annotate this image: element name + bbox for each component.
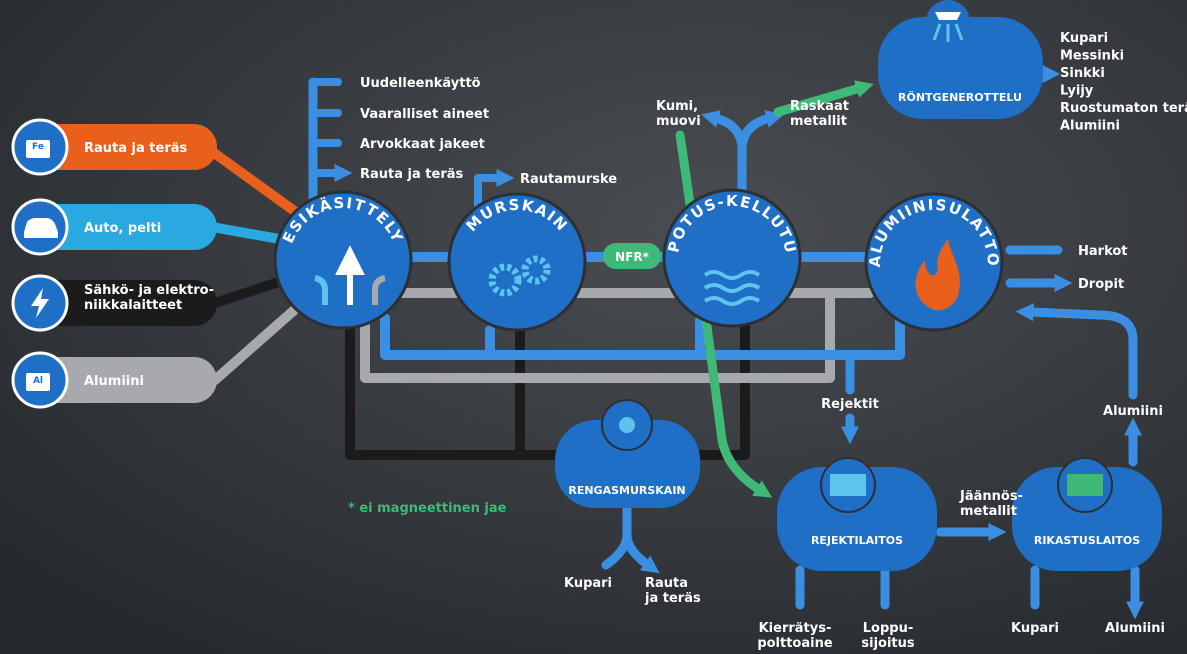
- output-label: Alumiini: [1105, 621, 1165, 636]
- input-label: Sähkö- ja elektro-: [84, 283, 214, 298]
- output-label: Kupari: [1011, 621, 1059, 636]
- output-label: Vaaralliset aineet: [360, 107, 489, 122]
- icon-label: Al: [33, 376, 43, 386]
- output-label: Rauta: [645, 576, 688, 591]
- output-label: Kierrätys-polttoaine: [757, 621, 833, 651]
- output-label: Uudelleenkäyttö: [360, 76, 481, 91]
- edge-label: Kumi,: [656, 99, 698, 114]
- output-label: Kupari: [564, 576, 612, 591]
- output-label: Lyijy: [1060, 84, 1094, 99]
- edge-label: muovi: [656, 114, 701, 129]
- output-label: Messinki: [1060, 49, 1124, 64]
- edge-label: Jäännös-: [959, 489, 1023, 504]
- input-label: Rauta ja teräs: [84, 141, 188, 156]
- output-label: Kupari: [1011, 621, 1059, 636]
- node-label: REJEKTILAITOS: [811, 534, 903, 547]
- node-label: RIKASTUSLAITOS: [1034, 534, 1140, 547]
- edge-label: Rejektit: [821, 397, 879, 412]
- output-label: Harkot: [1078, 244, 1128, 259]
- output-label: Kupari: [1060, 31, 1108, 46]
- edge-label: Alumiini: [1103, 404, 1163, 419]
- input-label: Alumiini: [84, 374, 144, 389]
- diagram: ESIKÄSITTELY MURSKAIN UPOTUS-KELLUTUS AL…: [0, 0, 1187, 654]
- input-label: Alumiini: [84, 374, 144, 389]
- edge-label: Raskaat: [790, 99, 849, 114]
- output-label: Arvokkaat jakeet: [360, 137, 485, 152]
- input-label: Auto, pelti: [84, 221, 161, 236]
- edge-label: metallit: [790, 114, 847, 129]
- output-label: Loppu-: [863, 621, 913, 636]
- output-label: Ruostumaton teräs: [1060, 101, 1187, 116]
- output-label: sijoitus: [861, 636, 915, 651]
- input-label: Rauta ja teräs: [84, 141, 188, 156]
- node-label: RENGASMURSKAIN: [568, 484, 685, 497]
- edge-label: Kumi,muovi: [656, 99, 701, 129]
- output-label: Alumiini: [1105, 621, 1165, 636]
- edge-label: Rautamurske: [520, 172, 617, 187]
- edge-label: NFR*: [615, 250, 649, 264]
- node-label: RÖNTGENEROTTELU: [898, 90, 1022, 104]
- edge-label: metallit: [960, 504, 1017, 519]
- output-label: Kupari: [564, 576, 612, 591]
- output-label: Rauta ja teräs: [360, 167, 464, 182]
- output-label: polttoaine: [757, 636, 833, 651]
- footnote: * ei magneettinen jae: [348, 501, 507, 516]
- output-label: Sinkki: [1060, 66, 1105, 81]
- output-label: Dropit: [1078, 277, 1124, 292]
- output-label: Loppu-sijoitus: [861, 621, 915, 651]
- output-label: ja teräs: [644, 591, 701, 606]
- output-label: Kierrätys-: [759, 621, 832, 636]
- output-label: Alumiini: [1060, 119, 1120, 134]
- edge-label: Jäännös-metallit: [959, 489, 1023, 519]
- input-label: Auto, pelti: [84, 221, 161, 236]
- input-label: niikkalaitteet: [84, 298, 182, 313]
- icon-label: Fe: [32, 142, 44, 152]
